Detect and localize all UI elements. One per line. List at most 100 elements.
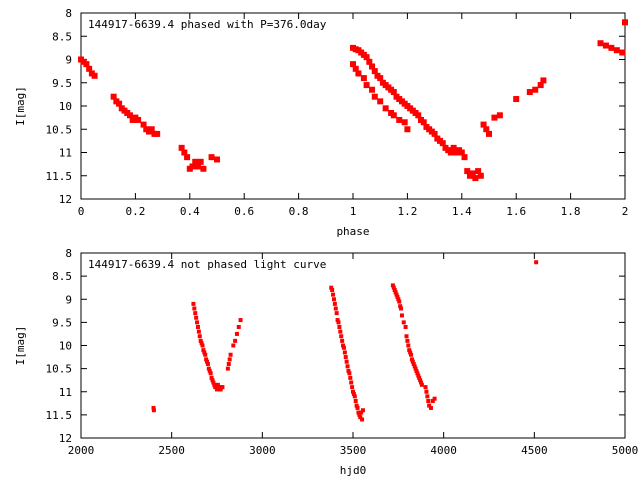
x-tick-label: 2 — [622, 205, 629, 218]
data-point — [335, 318, 340, 323]
data-point — [409, 357, 414, 362]
data-point — [214, 385, 219, 390]
data-point — [418, 378, 423, 383]
data-point — [391, 285, 396, 290]
data-point — [355, 70, 362, 77]
data-point — [208, 371, 213, 376]
x-tick-label: 1.2 — [397, 205, 417, 218]
data-point — [419, 380, 423, 385]
x-tick-label: 0.4 — [180, 205, 200, 218]
x-tick-label: 5000 — [612, 444, 639, 457]
data-point — [401, 320, 406, 325]
data-point — [192, 158, 199, 165]
data-point — [398, 304, 403, 309]
data-point — [439, 140, 446, 147]
y-tick-label: 9 — [65, 54, 72, 67]
data-point — [513, 96, 520, 103]
data-point — [110, 93, 117, 100]
data-point — [126, 112, 133, 119]
data-point — [399, 306, 404, 311]
data-point — [329, 285, 334, 290]
data-point — [353, 399, 358, 403]
data-point — [351, 389, 355, 394]
data-point — [339, 334, 344, 339]
x-tick-label: 0 — [78, 205, 85, 218]
data-point — [225, 366, 230, 371]
data-point — [486, 130, 492, 137]
data-point — [238, 318, 243, 323]
x-tick-label: 1 — [350, 205, 357, 218]
data-point — [415, 112, 422, 119]
data-point — [227, 357, 232, 362]
data-point — [415, 371, 420, 376]
data-point — [401, 119, 408, 126]
data-point — [199, 341, 204, 346]
data-point — [532, 86, 539, 93]
data-point — [608, 44, 615, 51]
data-point — [206, 366, 211, 371]
data-point — [352, 65, 359, 72]
x-tick-label: 3000 — [249, 444, 276, 457]
data-point — [425, 394, 430, 399]
data-point — [619, 49, 626, 56]
data-point — [336, 320, 341, 325]
data-point — [191, 301, 196, 306]
data-point — [341, 343, 346, 348]
data-point — [194, 315, 199, 320]
data-point — [390, 283, 395, 288]
data-point — [154, 130, 161, 137]
data-point — [197, 334, 202, 339]
chart-title: 144917-6639.4 phased with P=376.0day — [88, 18, 327, 31]
data-point — [480, 121, 487, 128]
data-point — [344, 359, 349, 364]
y-tick-label: 10.5 — [46, 123, 73, 136]
data-point — [423, 385, 428, 390]
data-point — [369, 63, 376, 70]
data-point — [397, 299, 402, 304]
data-point — [215, 387, 219, 392]
x-tick-label: 3500 — [340, 444, 367, 457]
data-point — [409, 352, 414, 357]
data-point — [469, 170, 476, 177]
data-point — [491, 114, 498, 121]
data-point — [411, 362, 416, 366]
data-point — [91, 72, 98, 79]
data-point — [116, 100, 123, 107]
data-point — [196, 329, 201, 334]
plot-frame — [80, 252, 626, 439]
data-point — [189, 163, 196, 170]
data-point — [220, 385, 225, 390]
data-point — [396, 116, 403, 123]
data-point — [420, 119, 427, 126]
data-point — [210, 378, 215, 383]
data-point — [377, 75, 384, 82]
data-point — [496, 112, 503, 119]
data-point — [236, 325, 241, 329]
data-point — [382, 105, 389, 112]
y-tick-label: 12 — [59, 193, 72, 206]
data-point — [349, 380, 354, 385]
y-axis-label: I[mag] — [14, 326, 27, 366]
data-point — [424, 389, 429, 394]
y-tick-label: 12 — [59, 432, 72, 445]
data-point — [419, 382, 424, 387]
y-tick-label: 8 — [65, 7, 72, 20]
data-point — [447, 149, 454, 156]
y-tick-label: 8.5 — [52, 30, 72, 43]
data-point — [198, 338, 203, 343]
data-point — [394, 292, 399, 297]
data-point — [392, 288, 397, 292]
x-tick-label: 0.8 — [289, 205, 309, 218]
data-point — [371, 93, 378, 100]
data-point — [86, 65, 93, 72]
y-tick-label: 11.5 — [46, 409, 73, 422]
data-point — [597, 40, 604, 47]
data-point — [207, 368, 212, 373]
data-point — [363, 82, 370, 89]
data-point — [540, 77, 547, 84]
data-point — [214, 156, 220, 163]
x-tick-label: 1.4 — [452, 205, 472, 218]
x-tick-label: 1.6 — [506, 205, 526, 218]
data-point — [331, 297, 336, 302]
data-point — [352, 394, 357, 399]
